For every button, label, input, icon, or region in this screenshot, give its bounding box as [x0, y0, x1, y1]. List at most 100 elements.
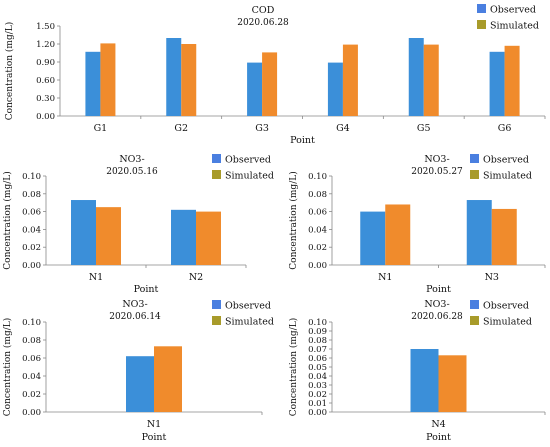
legend-observed-swatch [212, 154, 221, 163]
y-tick-label: 0.02 [308, 390, 327, 400]
bar-simulated-n3 [491, 208, 517, 265]
y-axis-label: Concentration (mg/L) [288, 318, 299, 416]
y-tick-label: 0.90 [36, 58, 55, 68]
y-tick-label: 0.08 [308, 190, 327, 200]
chart-panel-1: 0.00 0.30 0.60 0.90 1.20 1.50 G1 G2 G3 G4 G5 G6 Poin… [4, 4, 546, 146]
legend-observed-swatch [470, 300, 479, 309]
y-axis-label: Concentration (mg/L) [2, 171, 13, 269]
bar-simulated-g2 [181, 44, 197, 116]
bar-observed-g6 [489, 51, 505, 116]
bar-simulated-g4 [342, 44, 358, 116]
x-axis-label: Point [290, 135, 315, 146]
legend-observed-label: Observed [483, 301, 529, 312]
x-category-label: G5 [417, 123, 431, 134]
y-tick-label: 0.04 [308, 225, 327, 235]
bar-simulated-g5 [423, 44, 439, 116]
y-tick-label: 1.50 [36, 22, 55, 32]
chart-panel-4: 0.00 0.02 0.04 0.06 0.08 0.10 N1 Point Concentra… [2, 299, 274, 443]
legend-observed-swatch [212, 300, 221, 309]
y-tick-label: 0.08 [22, 336, 41, 346]
y-tick-label: 0.08 [22, 190, 41, 200]
y-axis-label: Concentration (mg/L) [4, 22, 15, 120]
chart-subtitle: 2020.06.14 [109, 312, 161, 322]
bar-simulated-n4 [438, 355, 467, 412]
legend-observed-swatch [470, 154, 479, 163]
bar-simulated-n2 [196, 211, 221, 265]
legend-simulated-label: Simulated [225, 317, 274, 328]
chart-panel-3: 0.00 0.02 0.04 0.06 0.08 0.10 N1 N3 Point Concent… [288, 154, 546, 295]
y-tick-label: 0.07 [308, 345, 327, 355]
legend-observed-label: Observed [225, 155, 271, 166]
y-tick-label: 0.06 [308, 354, 327, 364]
chart-panel-2: 0.00 0.02 0.04 0.06 0.08 0.10 N1 N2 Point Concent… [2, 154, 274, 295]
y-tick-label: 0.10 [22, 172, 41, 182]
bar-observed-g1 [85, 51, 101, 116]
legend-simulated-label: Simulated [483, 171, 532, 182]
y-tick-label: 0.02 [22, 390, 41, 400]
bar-observed-n4 [410, 349, 439, 412]
legend-observed-label: Observed [225, 301, 271, 312]
y-tick-label: 0.10 [308, 318, 327, 328]
chart-subtitle: 2020.06.28 [237, 18, 289, 28]
bar-simulated-n1 [385, 204, 411, 265]
x-category-label: G2 [174, 123, 188, 134]
y-tick-label: 0.60 [36, 76, 55, 86]
legend-simulated-swatch [212, 170, 221, 179]
y-tick-label: 0.00 [22, 261, 41, 271]
chart-title: COD [252, 5, 275, 16]
y-axis-label: Concentration (mg/L) [2, 318, 13, 416]
y-tick-label: 0.00 [36, 112, 55, 122]
legend-simulated-label: Simulated [490, 21, 539, 32]
y-tick-label: 0.02 [22, 243, 41, 253]
legend-simulated-swatch [470, 316, 479, 325]
x-axis-label: Point [134, 284, 159, 295]
bar-simulated-g3 [262, 52, 278, 116]
y-tick-label: 0.04 [22, 372, 41, 382]
legend-simulated-label: Simulated [483, 317, 532, 328]
x-axis-label: Point [426, 432, 451, 443]
x-category-label: G3 [255, 123, 269, 134]
y-tick-label: 0.08 [308, 336, 327, 346]
y-tick-label: 0.03 [308, 381, 327, 391]
x-category-label: N3 [485, 272, 499, 283]
x-category-label: G1 [94, 123, 108, 134]
chart-subtitle: 2020.05.16 [106, 167, 158, 177]
bar-observed-n2 [171, 209, 196, 265]
chart-subtitle: 2020.05.27 [411, 167, 463, 177]
bar-observed-g5 [408, 38, 424, 116]
y-tick-label: 1.20 [36, 40, 55, 50]
legend-simulated-swatch [212, 316, 221, 325]
bar-simulated-n1 [154, 346, 182, 412]
y-tick-label: 0.00 [308, 261, 327, 271]
y-tick-label: 0.30 [36, 94, 55, 104]
y-tick-label: 0.01 [308, 399, 327, 409]
y-tick-label: 0.10 [308, 172, 327, 182]
y-tick-label: 0.00 [22, 408, 41, 418]
chart-title: NO3- [122, 299, 147, 310]
y-tick-label: 0.05 [308, 363, 327, 373]
chart-title: NO3- [424, 154, 449, 165]
y-tick-label: 0.09 [308, 327, 327, 337]
legend-observed-label: Observed [483, 155, 529, 166]
x-category-label: G4 [336, 123, 350, 134]
x-category-label: N1 [147, 419, 161, 430]
chart-title: NO3- [119, 154, 144, 165]
y-tick-label: 0.06 [22, 354, 41, 364]
x-category-label: N4 [431, 419, 445, 430]
legend-simulated-swatch [470, 170, 479, 179]
x-category-label: G6 [498, 123, 512, 134]
x-axis-label: Point [426, 284, 451, 295]
y-tick-label: 0.06 [308, 208, 327, 218]
bar-observed-n3 [466, 200, 492, 265]
x-category-label: N2 [189, 272, 203, 283]
y-tick-label: 0.04 [308, 372, 327, 382]
x-axis-label: Point [142, 432, 167, 443]
bar-simulated-g1 [100, 43, 116, 116]
y-tick-label: 0.04 [22, 225, 41, 235]
legend-observed-label: Observed [490, 5, 536, 16]
bar-simulated-g6 [504, 45, 520, 116]
bar-observed-n1 [71, 200, 96, 265]
y-axis-label: Concentration (mg/L) [288, 171, 299, 269]
chart-panel-5: 0.000.010.020.030.040.050.060.070.080.09… [288, 299, 546, 443]
